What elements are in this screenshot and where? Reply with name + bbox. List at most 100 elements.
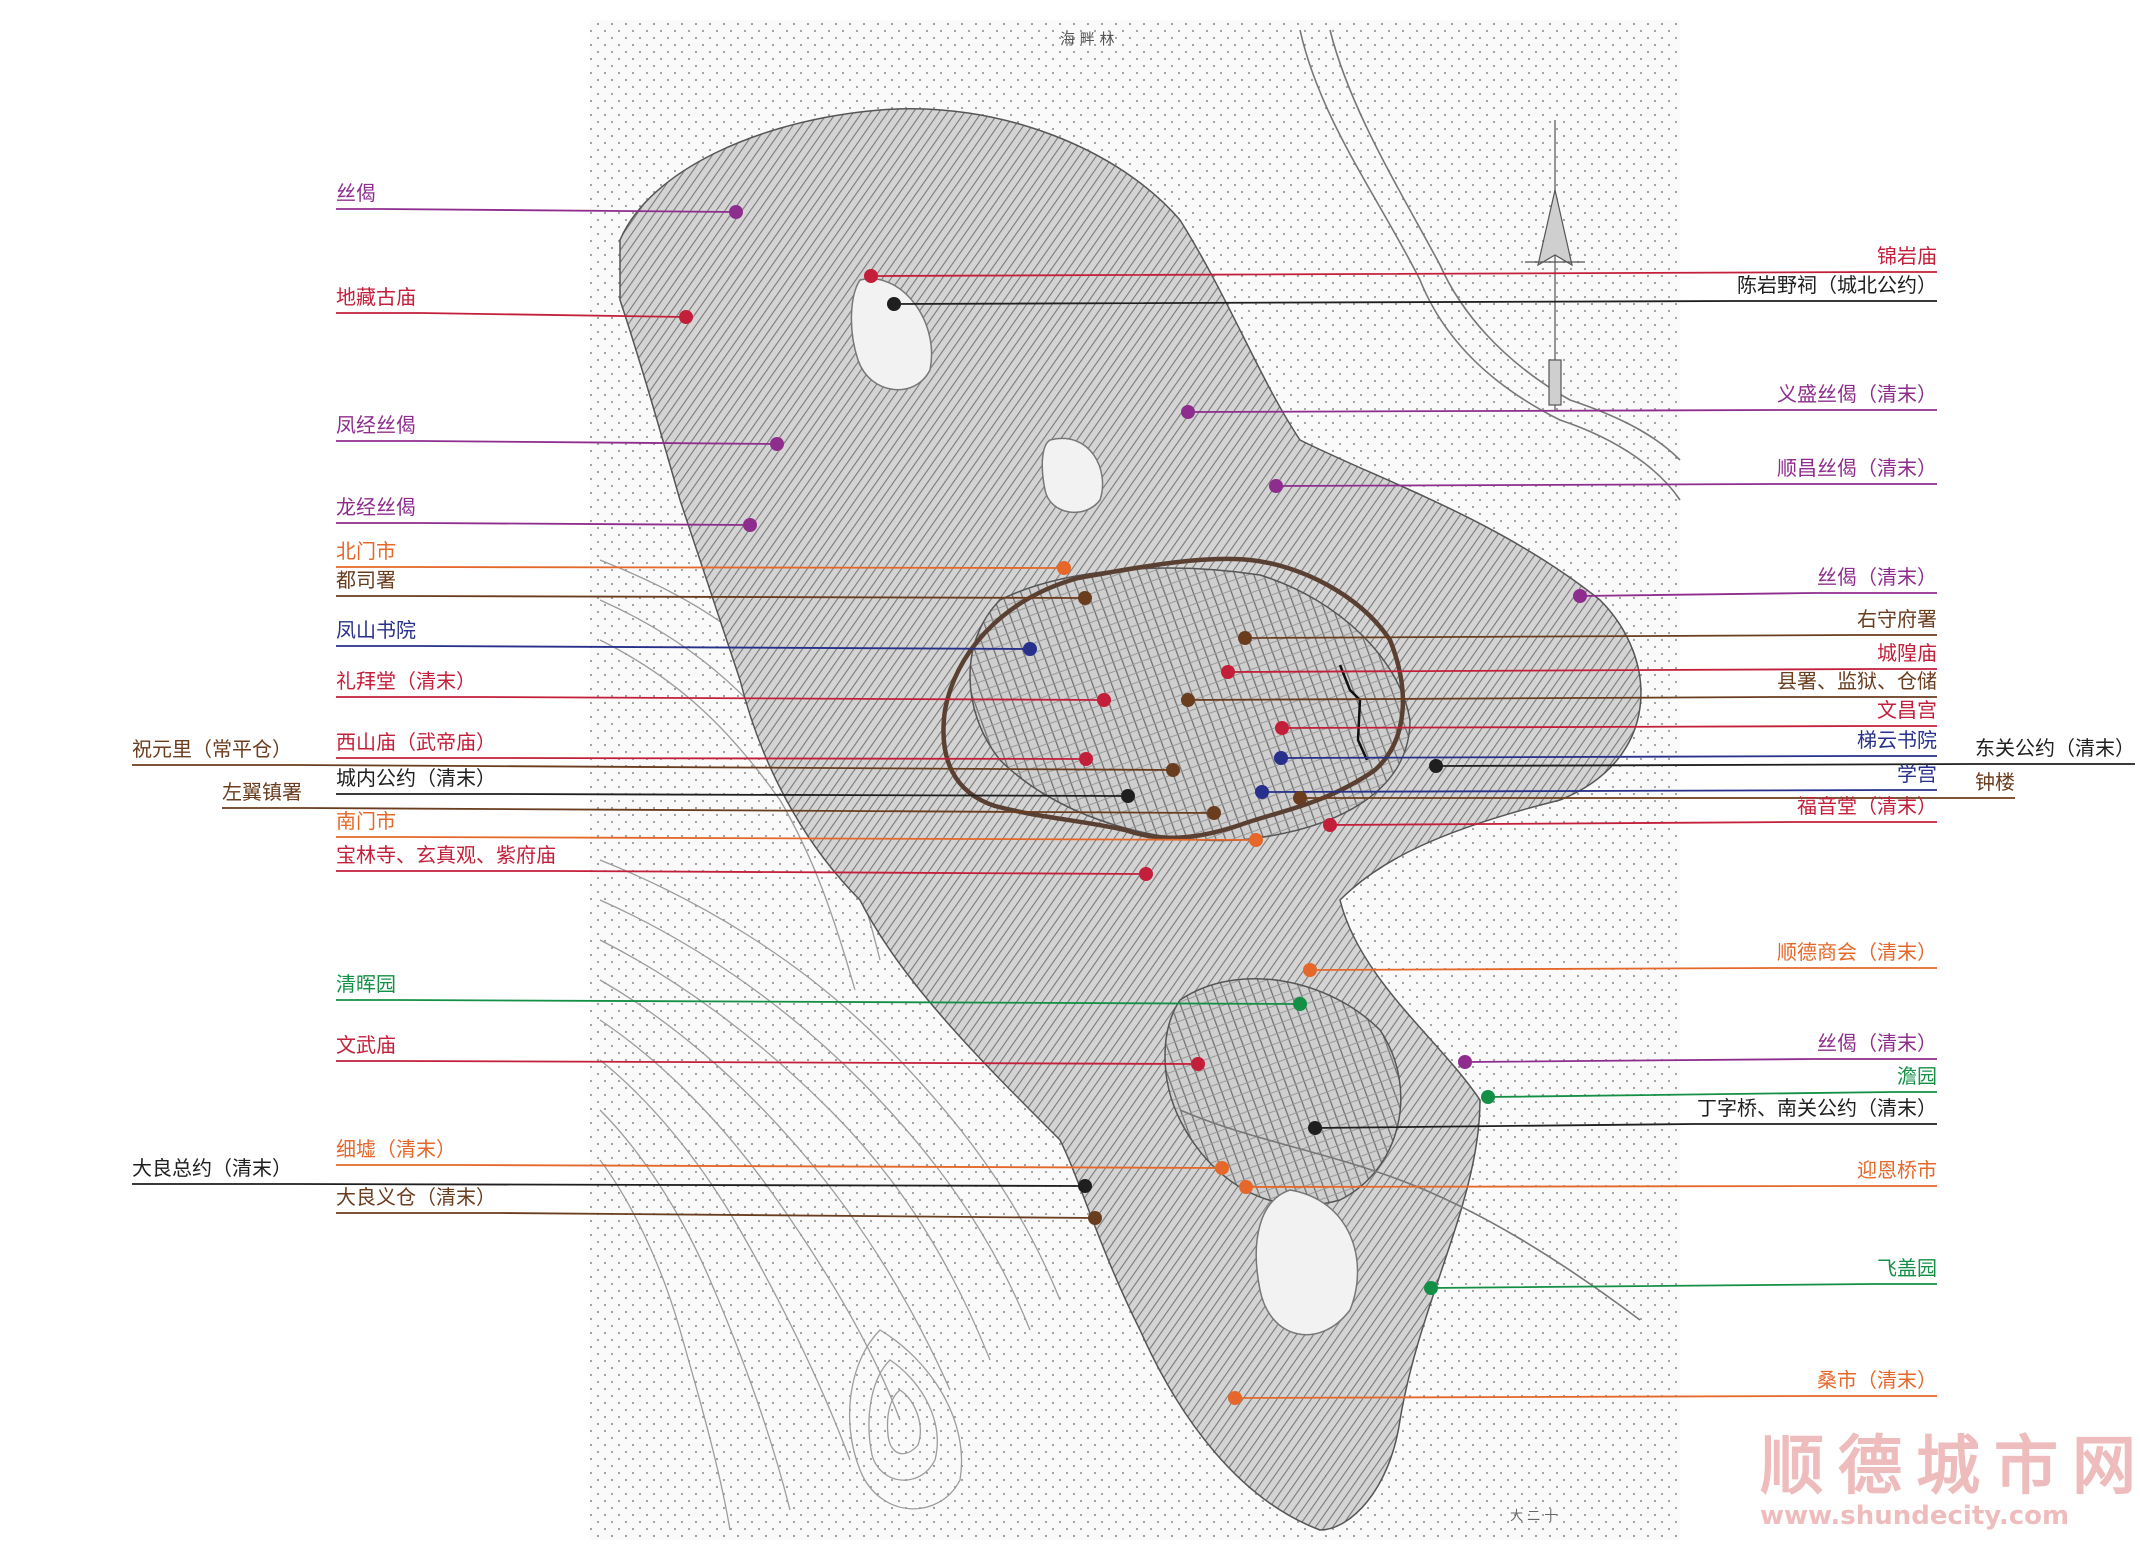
zhuyuanli-leader-line	[132, 764, 1174, 771]
zuoyi-office-annotation: 左翼镇署	[222, 780, 1221, 820]
dusi-office-label: 都司署	[336, 568, 396, 592]
chapel-marker	[1097, 693, 1111, 707]
yingen-market-annotation: 迎恩桥市	[1239, 1158, 1937, 1194]
silk-mill-south-label: 丝偈（清末）	[1817, 1031, 1937, 1055]
daliang-granary-leader-line	[336, 1212, 1096, 1219]
wenwu-temple-annotation: 文武庙	[336, 1033, 1205, 1071]
wenchang-palace-marker	[1275, 721, 1289, 735]
zuoyi-office-label: 左翼镇署	[222, 780, 302, 804]
silk-mill-qingmo-annotation: 丝偈（清末）	[1573, 565, 1937, 603]
mulberry-market-annotation: 桑市（清末）	[1228, 1368, 1937, 1405]
county-office-label: 县署、监狱、仓储	[1777, 669, 1937, 693]
xishan-temple-annotation: 西山庙（武帝庙）	[336, 730, 1093, 766]
youshou-office-leader-line	[1244, 634, 1937, 639]
jinyan-temple-annotation: 锦岩庙	[864, 244, 1937, 283]
zhuyuanli-label: 祝元里（常平仓）	[132, 737, 292, 761]
baolin-temple-label: 宝林寺、玄真观、紫府庙	[336, 843, 556, 867]
bell-tower-label: 钟楼	[1975, 770, 2015, 794]
dan-garden-label: 澹园	[1897, 1064, 1937, 1088]
tiyun-academy-label: 梯云书院	[1857, 728, 1937, 752]
fengshan-academy-marker	[1023, 642, 1037, 656]
silk-mill-leader-line	[336, 208, 737, 213]
daliang-granary-label: 大良义仓（清末）	[336, 1185, 496, 1209]
yingen-market-marker	[1239, 1180, 1253, 1194]
silk-mill-south-annotation: 丝偈（清末）	[1458, 1031, 1937, 1069]
shunchang-silk-label: 顺昌丝偈（清末）	[1777, 456, 1937, 480]
zhuyuanli-annotation: 祝元里（常平仓）	[132, 737, 1180, 777]
county-office-leader-line	[1187, 696, 1937, 701]
dan-garden-leader-line	[1487, 1091, 1937, 1098]
youshou-office-label: 右守府署	[1857, 607, 1937, 631]
fengjing-silk-leader-line	[336, 440, 778, 445]
north-gate-market-annotation: 北门市	[336, 539, 1071, 575]
baolin-temple-annotation: 宝林寺、玄真观、紫府庙	[336, 843, 1153, 881]
fengjing-silk-label: 凤经丝偈	[336, 413, 416, 437]
silk-mill-marker	[729, 205, 743, 219]
xixu-market-marker	[1215, 1161, 1229, 1175]
silk-mill-south-marker	[1458, 1055, 1472, 1069]
gospel-hall-leader-line	[1329, 821, 1937, 826]
dongguan-gongyue-annotation: 东关公约（清末）	[1429, 736, 2135, 773]
silk-mill-annotation: 丝偈	[336, 181, 743, 219]
jinyan-temple-leader-line	[870, 271, 1937, 277]
yingen-market-leader-line	[1245, 1185, 1937, 1188]
north-gate-market-label: 北门市	[336, 539, 396, 563]
shunde-chamber-label: 顺德商会（清末）	[1777, 940, 1937, 964]
yisheng-silk-label: 义盛丝偈（清末）	[1777, 382, 1937, 406]
daliang-zongyue-annotation: 大良总约（清末）	[132, 1156, 1092, 1193]
city-gongyue-label: 城内公约（清末）	[336, 766, 496, 790]
xuegong-leader-line	[1261, 789, 1937, 793]
fengshan-academy-leader-line	[336, 645, 1031, 650]
south-gate-market-annotation: 南门市	[336, 809, 1263, 847]
river	[1179, 29, 1681, 1321]
chapel-annotation: 礼拜堂（清末）	[336, 669, 1111, 707]
mulberry-market-leader-line	[1234, 1395, 1937, 1399]
chenghuang-temple-marker	[1221, 665, 1235, 679]
fengshan-academy-annotation: 凤山书院	[336, 618, 1037, 656]
dan-garden-annotation: 澹园	[1481, 1064, 1937, 1104]
qinghui-garden-annotation: 清晖园	[336, 972, 1307, 1011]
baolin-temple-marker	[1139, 867, 1153, 881]
tiyun-academy-marker	[1274, 751, 1288, 765]
wenchang-palace-leader-line	[1281, 725, 1937, 729]
dongguan-gongyue-label: 东关公约（清末）	[1975, 736, 2135, 760]
bell-tower-marker	[1293, 791, 1307, 805]
daliang-granary-annotation: 大良义仓（清末）	[336, 1185, 1102, 1225]
chapel-leader-line	[336, 696, 1105, 701]
fengshan-academy-label: 凤山书院	[336, 618, 416, 642]
youshou-office-marker	[1238, 631, 1252, 645]
shunde-chamber-marker	[1303, 963, 1317, 977]
county-office-annotation: 县署、监狱、仓储	[1181, 669, 1937, 707]
dingzi-bridge-leader-line	[1314, 1123, 1937, 1129]
dizang-temple-label: 地藏古庙	[336, 285, 416, 309]
dizang-temple-marker	[679, 310, 693, 324]
chenyan-shrine-marker	[887, 297, 901, 311]
mulberry-market-marker	[1228, 1391, 1242, 1405]
bell-tower-annotation: 钟楼	[1293, 770, 2015, 805]
tiyun-academy-annotation: 梯云书院	[1274, 728, 1937, 765]
dingzi-bridge-annotation: 丁字桥、南关公约（清末）	[1308, 1096, 1937, 1135]
wenchang-palace-annotation: 文昌宫	[1275, 698, 1937, 735]
city-gongyue-annotation: 城内公约（清末）	[336, 766, 1135, 803]
dusi-office-annotation: 都司署	[336, 568, 1092, 605]
shunchang-silk-leader-line	[1275, 483, 1937, 487]
xuegong-annotation: 学宫	[1255, 762, 1937, 799]
feigai-garden-leader-line	[1430, 1283, 1937, 1289]
qinghui-garden-label: 清晖园	[336, 972, 396, 996]
daliang-zongyue-marker	[1078, 1179, 1092, 1193]
jinyan-temple-label: 锦岩庙	[1877, 244, 1937, 268]
wenwu-temple-label: 文武庙	[336, 1033, 396, 1057]
south-gate-market-label: 南门市	[336, 809, 396, 833]
tiyun-academy-leader-line	[1280, 755, 1937, 759]
dusi-office-leader-line	[336, 595, 1086, 599]
fengjing-silk-marker	[770, 437, 784, 451]
longjing-silk-label: 龙经丝偈	[336, 495, 416, 519]
xishan-temple-leader-line	[336, 757, 1087, 760]
dizang-temple-leader-line	[336, 312, 687, 318]
xuegong-label: 学宫	[1897, 762, 1937, 786]
wenwu-temple-marker	[1191, 1057, 1205, 1071]
watermark-cn: 顺德城市网	[1760, 1430, 2140, 1504]
feigai-garden-marker	[1424, 1281, 1438, 1295]
contour-hills	[599, 559, 1061, 1531]
